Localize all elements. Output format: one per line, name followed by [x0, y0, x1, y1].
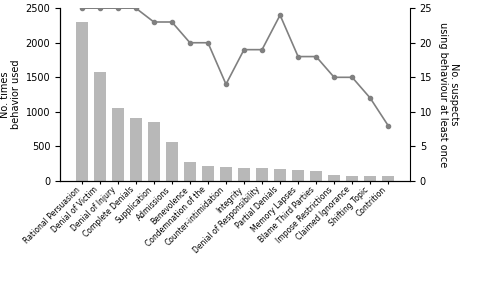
- Bar: [94, 72, 106, 181]
- Bar: [310, 171, 322, 181]
- Bar: [184, 162, 196, 181]
- Y-axis label: No. suspects
using behaviour at least once: No. suspects using behaviour at least on…: [438, 22, 460, 167]
- Bar: [202, 166, 214, 181]
- Bar: [274, 169, 286, 181]
- Bar: [364, 176, 376, 181]
- Bar: [256, 168, 268, 181]
- Bar: [76, 22, 88, 181]
- Bar: [328, 175, 340, 181]
- Bar: [166, 142, 178, 181]
- Bar: [382, 176, 394, 181]
- Bar: [112, 108, 124, 181]
- Bar: [220, 166, 232, 181]
- Bar: [346, 175, 358, 181]
- Bar: [292, 170, 304, 181]
- Bar: [238, 168, 250, 181]
- Bar: [148, 121, 160, 181]
- Y-axis label: No. times
behavior used: No. times behavior used: [0, 60, 22, 129]
- Bar: [130, 118, 141, 181]
